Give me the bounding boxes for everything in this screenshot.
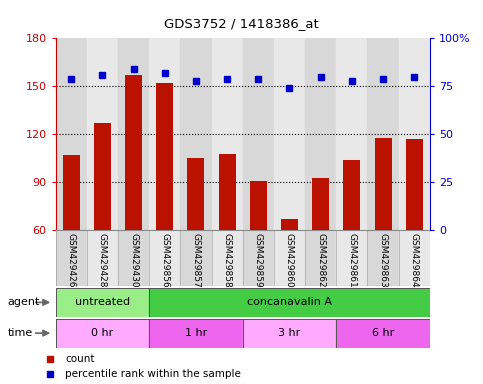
- Bar: [56, 288, 149, 317]
- Bar: [118, 230, 149, 286]
- Bar: [336, 230, 368, 286]
- Text: GDS3752 / 1418386_at: GDS3752 / 1418386_at: [164, 17, 319, 30]
- Bar: [242, 38, 274, 230]
- Text: GSM429858: GSM429858: [223, 233, 232, 288]
- Bar: [118, 38, 149, 230]
- Bar: [242, 319, 336, 348]
- Bar: [87, 230, 118, 286]
- Bar: [56, 38, 87, 230]
- Bar: [156, 83, 173, 230]
- Text: 3 hr: 3 hr: [278, 328, 300, 338]
- Bar: [274, 38, 305, 230]
- Text: 6 hr: 6 hr: [372, 328, 394, 338]
- Text: time: time: [7, 328, 32, 338]
- Bar: [180, 38, 212, 230]
- Text: count: count: [65, 354, 95, 364]
- Bar: [63, 155, 80, 230]
- Text: GSM429857: GSM429857: [191, 233, 200, 288]
- Text: GSM429856: GSM429856: [160, 233, 169, 288]
- Text: GSM429864: GSM429864: [410, 233, 419, 288]
- Text: concanavalin A: concanavalin A: [247, 297, 332, 308]
- Bar: [305, 38, 336, 230]
- Text: 0 hr: 0 hr: [91, 328, 114, 338]
- Text: GSM429861: GSM429861: [347, 233, 356, 288]
- Bar: [305, 230, 336, 286]
- Bar: [149, 38, 180, 230]
- Bar: [281, 219, 298, 230]
- Bar: [242, 230, 274, 286]
- Text: 1 hr: 1 hr: [185, 328, 207, 338]
- Bar: [312, 177, 329, 230]
- Bar: [368, 230, 398, 286]
- Bar: [250, 181, 267, 230]
- Bar: [56, 319, 149, 348]
- Bar: [398, 38, 430, 230]
- Bar: [180, 230, 212, 286]
- Bar: [149, 288, 430, 317]
- Bar: [56, 230, 87, 286]
- Bar: [187, 158, 204, 230]
- Text: GSM429430: GSM429430: [129, 233, 138, 288]
- Bar: [149, 230, 180, 286]
- Text: GSM429863: GSM429863: [379, 233, 387, 288]
- Text: percentile rank within the sample: percentile rank within the sample: [65, 369, 241, 379]
- Bar: [374, 137, 392, 230]
- Text: agent: agent: [7, 297, 40, 308]
- Bar: [218, 154, 236, 230]
- Text: untreated: untreated: [75, 297, 130, 308]
- Bar: [368, 38, 398, 230]
- Bar: [343, 160, 360, 230]
- Text: GSM429862: GSM429862: [316, 233, 325, 288]
- Bar: [336, 319, 430, 348]
- Bar: [87, 38, 118, 230]
- Text: GSM429428: GSM429428: [98, 233, 107, 288]
- Bar: [94, 123, 111, 230]
- Bar: [212, 230, 242, 286]
- Bar: [274, 230, 305, 286]
- Text: GSM429426: GSM429426: [67, 233, 76, 288]
- Bar: [398, 230, 430, 286]
- Bar: [125, 75, 142, 230]
- Bar: [212, 38, 242, 230]
- Bar: [149, 319, 242, 348]
- Bar: [336, 38, 368, 230]
- Text: GSM429859: GSM429859: [254, 233, 263, 288]
- Text: GSM429860: GSM429860: [285, 233, 294, 288]
- Bar: [406, 139, 423, 230]
